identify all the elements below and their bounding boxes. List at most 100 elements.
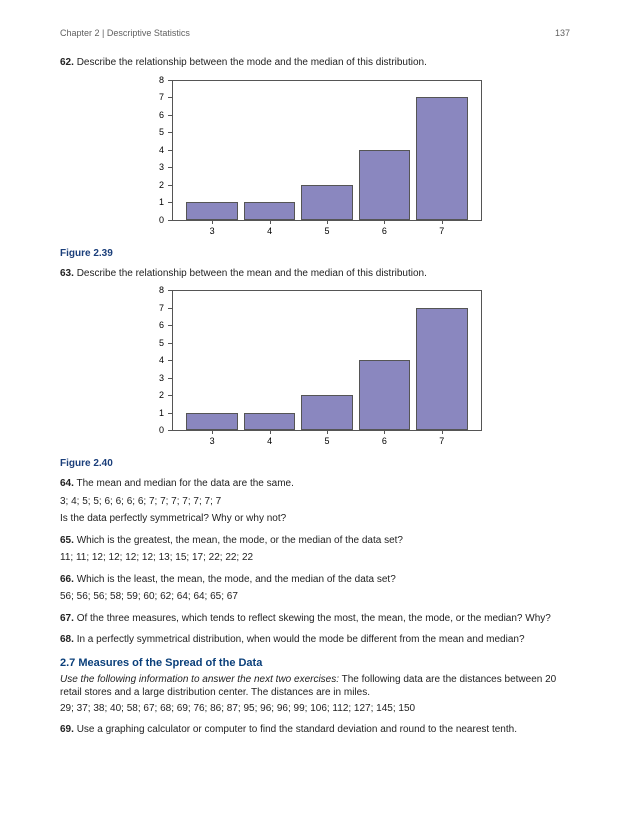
x-tick-label: 6 bbox=[382, 226, 387, 236]
figure-label-40: Figure 2.40 bbox=[60, 458, 570, 469]
intro-italic: Use the following information to answer … bbox=[60, 674, 339, 685]
x-tick-label: 4 bbox=[267, 226, 272, 236]
question-num: 68. bbox=[60, 634, 74, 645]
bar bbox=[244, 413, 296, 431]
x-tick-mark bbox=[384, 430, 385, 434]
y-tick-label: 1 bbox=[148, 197, 164, 207]
section-heading: 2.7 Measures of the Spread of the Data bbox=[60, 657, 570, 669]
question-text: Which is the least, the mean, the mode, … bbox=[77, 574, 396, 585]
question-num: 64. bbox=[60, 478, 74, 489]
x-tick-label: 7 bbox=[439, 436, 444, 446]
bar-chart-2: 01234567834567 bbox=[148, 284, 482, 450]
y-tick-mark bbox=[168, 220, 172, 221]
y-tick-label: 6 bbox=[148, 110, 164, 120]
y-tick-label: 4 bbox=[148, 355, 164, 365]
header-right: 137 bbox=[555, 28, 570, 38]
bar bbox=[359, 150, 411, 220]
question-64: 64. The mean and median for the data are… bbox=[60, 477, 570, 491]
question-num: 67. bbox=[60, 613, 74, 624]
y-tick-label: 5 bbox=[148, 338, 164, 348]
x-tick-label: 7 bbox=[439, 226, 444, 236]
question-67: 67. Of the three measures, which tends t… bbox=[60, 612, 570, 626]
header-left: Chapter 2 | Descriptive Statistics bbox=[60, 28, 190, 38]
question-num: 66. bbox=[60, 574, 74, 585]
y-tick-label: 3 bbox=[148, 373, 164, 383]
y-tick-mark bbox=[168, 290, 172, 291]
y-tick-label: 3 bbox=[148, 162, 164, 172]
question-65: 65. Which is the greatest, the mean, the… bbox=[60, 534, 570, 548]
x-tick-mark bbox=[442, 430, 443, 434]
bar bbox=[416, 97, 468, 220]
y-tick-label: 2 bbox=[148, 390, 164, 400]
bar bbox=[186, 413, 238, 431]
x-tick-label: 5 bbox=[324, 436, 329, 446]
y-tick-mark bbox=[168, 395, 172, 396]
y-tick-label: 6 bbox=[148, 320, 164, 330]
bar bbox=[416, 308, 468, 431]
bar bbox=[301, 185, 353, 220]
y-axis bbox=[172, 290, 173, 430]
y-axis bbox=[172, 80, 173, 220]
question-text: Of the three measures, which tends to re… bbox=[77, 613, 551, 624]
question-65-data: 11; 11; 12; 12; 12; 12; 13; 15; 17; 22; … bbox=[60, 551, 570, 565]
section-intro: Use the following information to answer … bbox=[60, 673, 570, 700]
question-68: 68. In a perfectly symmetrical distribut… bbox=[60, 633, 570, 647]
y-tick-mark bbox=[168, 378, 172, 379]
question-text: Describe the relationship between the me… bbox=[77, 268, 427, 279]
question-text: Which is the greatest, the mean, the mod… bbox=[77, 535, 403, 546]
y-tick-mark bbox=[168, 308, 172, 309]
y-tick-label: 8 bbox=[148, 285, 164, 295]
x-tick-mark bbox=[270, 220, 271, 224]
bar bbox=[301, 395, 353, 430]
intro-data: 29; 37; 38; 40; 58; 67; 68; 69; 76; 86; … bbox=[60, 702, 570, 716]
question-text: Describe the relationship between the mo… bbox=[77, 57, 427, 68]
x-tick-mark bbox=[327, 220, 328, 224]
y-tick-mark bbox=[168, 413, 172, 414]
y-tick-mark bbox=[168, 80, 172, 81]
page: Chapter 2 | Descriptive Statistics 137 6… bbox=[0, 0, 630, 771]
question-66-data: 56; 56; 56; 58; 59; 60; 62; 64; 64; 65; … bbox=[60, 590, 570, 604]
bar bbox=[359, 360, 411, 430]
x-tick-mark bbox=[270, 430, 271, 434]
y-tick-label: 0 bbox=[148, 215, 164, 225]
question-num: 63. bbox=[60, 268, 74, 279]
figure-label-39: Figure 2.39 bbox=[60, 248, 570, 259]
x-tick-label: 3 bbox=[210, 226, 215, 236]
y-tick-label: 5 bbox=[148, 127, 164, 137]
y-tick-label: 2 bbox=[148, 180, 164, 190]
question-num: 65. bbox=[60, 535, 74, 546]
y-tick-mark bbox=[168, 167, 172, 168]
page-header: Chapter 2 | Descriptive Statistics 137 bbox=[60, 28, 570, 38]
chart-2-wrap: 01234567834567 bbox=[60, 284, 570, 450]
y-tick-mark bbox=[168, 360, 172, 361]
chart-1-wrap: 0 1 2 3 4 5 6 7 8 3 4 5 6 7 bbox=[60, 74, 570, 240]
y-tick-mark bbox=[168, 150, 172, 151]
y-tick-mark bbox=[168, 325, 172, 326]
y-tick-label: 8 bbox=[148, 75, 164, 85]
bar-chart-1: 0 1 2 3 4 5 6 7 8 3 4 5 6 7 bbox=[148, 74, 482, 240]
x-tick-label: 3 bbox=[210, 436, 215, 446]
y-tick-label: 7 bbox=[148, 303, 164, 313]
bar bbox=[186, 202, 238, 220]
y-tick-label: 0 bbox=[148, 425, 164, 435]
y-tick-label: 4 bbox=[148, 145, 164, 155]
x-tick-mark bbox=[442, 220, 443, 224]
y-tick-mark bbox=[168, 185, 172, 186]
question-66: 66. Which is the least, the mean, the mo… bbox=[60, 573, 570, 587]
y-tick-label: 7 bbox=[148, 92, 164, 102]
x-tick-mark bbox=[212, 220, 213, 224]
x-tick-label: 6 bbox=[382, 436, 387, 446]
y-tick-mark bbox=[168, 430, 172, 431]
question-num: 62. bbox=[60, 57, 74, 68]
y-tick-mark bbox=[168, 343, 172, 344]
y-tick-label: 1 bbox=[148, 408, 164, 418]
y-tick-mark bbox=[168, 132, 172, 133]
question-text: In a perfectly symmetrical distribution,… bbox=[77, 634, 525, 645]
x-tick-label: 5 bbox=[324, 226, 329, 236]
question-num: 69. bbox=[60, 724, 74, 735]
bar bbox=[244, 202, 296, 220]
x-tick-mark bbox=[212, 430, 213, 434]
y-tick-mark bbox=[168, 115, 172, 116]
y-tick-mark bbox=[168, 202, 172, 203]
question-62: 62. Describe the relationship between th… bbox=[60, 56, 570, 70]
